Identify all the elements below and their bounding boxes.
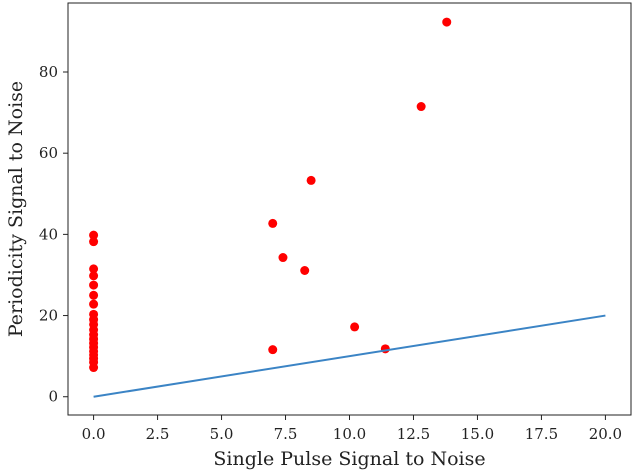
data-point — [89, 264, 99, 274]
y-tick-label: 20 — [39, 307, 58, 325]
x-axis: 0.0 2.5 5.0 7.5 10.0 12.5 15.0 17.5 20.0 — [82, 415, 622, 443]
x-tick-label: 7.5 — [274, 425, 298, 443]
y-tick-label: 60 — [39, 144, 58, 162]
data-point — [416, 102, 426, 112]
data-point — [380, 344, 390, 354]
x-tick-label: 0.0 — [82, 425, 106, 443]
plot-frame — [67, 2, 632, 416]
data-point — [89, 237, 99, 247]
data-point — [306, 175, 316, 185]
reference-line — [93, 314, 606, 398]
data-point — [268, 218, 278, 228]
data-point — [278, 253, 288, 263]
x-tick-label: 12.5 — [397, 425, 430, 443]
data-point — [300, 265, 310, 275]
x-tick-label: 15.0 — [461, 425, 494, 443]
x-tick-label: 10.0 — [333, 425, 366, 443]
data-point — [89, 299, 99, 309]
y-axis: 0 20 40 60 80 — [39, 63, 68, 406]
data-point — [442, 17, 452, 27]
x-tick-label: 17.5 — [525, 425, 558, 443]
data-point — [89, 363, 99, 373]
y-tick-label: 0 — [48, 388, 58, 406]
data-point — [89, 280, 99, 290]
x-tick-label: 5.0 — [210, 425, 234, 443]
data-point — [89, 271, 99, 281]
data-point — [350, 322, 360, 332]
data-point — [89, 230, 99, 240]
y-axis-label: Periodicity Signal to Noise — [5, 81, 27, 337]
x-tick-label: 2.5 — [146, 425, 170, 443]
plot-marks — [89, 17, 606, 398]
data-point — [268, 345, 278, 355]
x-tick-label: 20.0 — [589, 425, 622, 443]
y-tick-label: 40 — [39, 225, 58, 243]
y-tick-label: 80 — [39, 63, 58, 81]
data-point — [89, 290, 99, 300]
x-axis-label: Single Pulse Signal to Noise — [213, 448, 485, 470]
